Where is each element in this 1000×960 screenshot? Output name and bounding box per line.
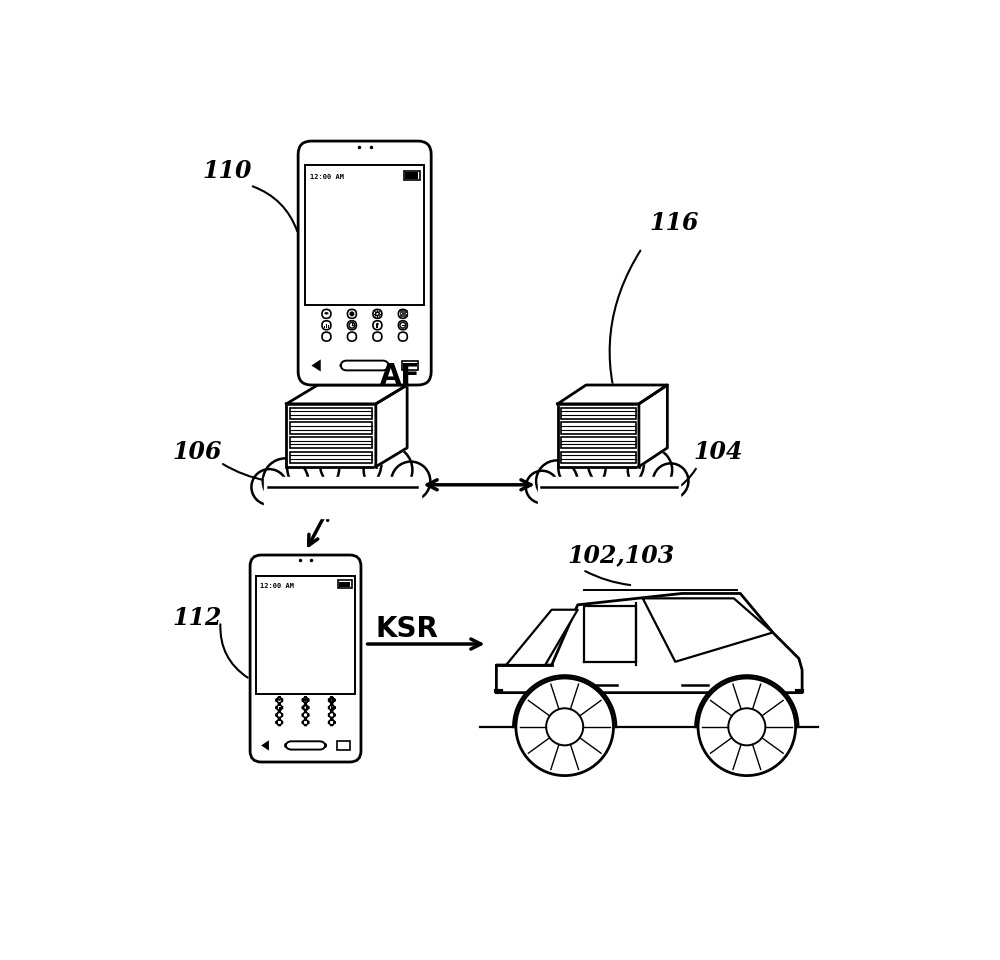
Polygon shape (261, 740, 269, 751)
FancyBboxPatch shape (347, 321, 356, 329)
Circle shape (320, 432, 382, 493)
Text: 106: 106 (172, 440, 222, 464)
FancyBboxPatch shape (341, 361, 389, 371)
Bar (400, 312, 402, 314)
Polygon shape (286, 385, 407, 404)
FancyBboxPatch shape (347, 332, 356, 341)
Bar (330, 324, 331, 328)
Polygon shape (376, 385, 407, 467)
Polygon shape (558, 385, 667, 404)
Circle shape (304, 699, 307, 702)
Polygon shape (496, 593, 802, 693)
Text: 110: 110 (202, 159, 252, 183)
FancyBboxPatch shape (322, 332, 331, 341)
FancyBboxPatch shape (398, 321, 407, 329)
Bar (561, 422, 636, 434)
Bar (290, 451, 372, 463)
Bar (305, 165, 424, 304)
Circle shape (349, 311, 354, 317)
Bar (326, 324, 327, 328)
Text: 104: 104 (694, 440, 743, 464)
Text: AF: AF (379, 362, 420, 390)
FancyBboxPatch shape (303, 705, 308, 710)
Bar (405, 173, 418, 179)
Bar (403, 310, 404, 311)
Bar (405, 310, 407, 311)
Circle shape (628, 447, 672, 492)
Bar (561, 408, 636, 419)
FancyBboxPatch shape (398, 309, 407, 319)
FancyBboxPatch shape (329, 697, 335, 703)
Bar (290, 437, 372, 448)
Bar (402, 361, 418, 371)
Bar (561, 437, 636, 448)
Bar (338, 581, 352, 588)
Circle shape (263, 458, 308, 504)
FancyBboxPatch shape (250, 555, 361, 762)
Bar (324, 325, 325, 328)
Bar (538, 477, 680, 518)
FancyBboxPatch shape (347, 309, 356, 319)
FancyBboxPatch shape (276, 697, 282, 703)
Bar (561, 451, 636, 463)
Circle shape (536, 461, 578, 502)
Polygon shape (311, 359, 321, 372)
FancyBboxPatch shape (303, 712, 308, 718)
Circle shape (331, 706, 333, 708)
Polygon shape (639, 385, 667, 467)
Bar (405, 312, 407, 314)
Text: 12:00 AM: 12:00 AM (260, 583, 294, 588)
Bar (256, 576, 355, 694)
FancyBboxPatch shape (329, 705, 335, 710)
FancyBboxPatch shape (373, 321, 382, 329)
Circle shape (526, 470, 558, 503)
Circle shape (287, 442, 339, 493)
FancyBboxPatch shape (322, 309, 331, 319)
Text: 12:00 AM: 12:00 AM (310, 174, 344, 180)
FancyBboxPatch shape (303, 697, 308, 703)
Bar (290, 408, 372, 419)
Circle shape (558, 444, 606, 492)
Bar (337, 741, 350, 750)
FancyBboxPatch shape (329, 712, 335, 718)
Circle shape (516, 678, 613, 776)
Bar (290, 422, 372, 434)
Circle shape (588, 435, 644, 491)
FancyBboxPatch shape (303, 719, 308, 726)
Bar (328, 324, 329, 328)
FancyBboxPatch shape (286, 741, 325, 750)
Bar (400, 310, 402, 311)
Bar (558, 404, 639, 467)
Bar (403, 312, 404, 314)
Circle shape (364, 445, 412, 494)
FancyBboxPatch shape (373, 332, 382, 341)
FancyBboxPatch shape (322, 321, 331, 329)
Circle shape (251, 469, 287, 505)
Polygon shape (506, 610, 578, 665)
Polygon shape (643, 598, 773, 661)
FancyBboxPatch shape (298, 141, 431, 385)
Circle shape (391, 462, 430, 500)
FancyBboxPatch shape (373, 309, 382, 319)
FancyBboxPatch shape (398, 332, 407, 341)
Circle shape (698, 678, 796, 776)
Polygon shape (584, 607, 636, 661)
FancyBboxPatch shape (276, 705, 282, 710)
Bar (339, 582, 350, 587)
Circle shape (376, 323, 379, 325)
Bar (286, 404, 376, 467)
Text: 102,103: 102,103 (568, 543, 675, 567)
Text: 116: 116 (649, 211, 699, 235)
Bar (400, 315, 402, 317)
Bar (264, 477, 421, 518)
Circle shape (653, 464, 688, 499)
FancyBboxPatch shape (276, 719, 282, 726)
Bar (404, 171, 420, 180)
FancyBboxPatch shape (276, 712, 282, 718)
FancyBboxPatch shape (329, 719, 335, 726)
Bar (405, 315, 407, 317)
Bar (403, 315, 404, 317)
Text: 112: 112 (172, 607, 222, 631)
Text: KSR: KSR (376, 615, 439, 643)
